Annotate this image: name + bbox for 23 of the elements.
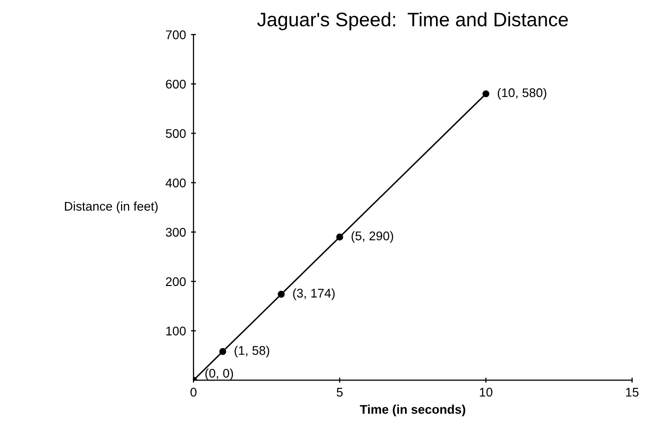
x-tick-label: 10 — [480, 388, 492, 397]
y-tick-label: 500 — [166, 129, 186, 138]
point — [482, 90, 490, 98]
chart-title: Jaguar's Speed: Time and Distance — [257, 12, 568, 30]
x-tick-label: 5 — [336, 388, 343, 397]
y-tick-label: 400 — [166, 178, 186, 188]
x-tick-label: 0 — [190, 388, 196, 397]
annotation: (5, 290) — [352, 231, 394, 243]
annotation: (10, 580) — [498, 88, 546, 100]
y-tick-label: 100 — [166, 326, 186, 336]
point — [278, 290, 285, 298]
annotation: (0, 0) — [205, 368, 234, 380]
point — [336, 234, 344, 240]
y-tick-label: 600 — [166, 80, 186, 89]
y-tick-label: 300 — [166, 228, 186, 237]
annotation: (3, 174) — [293, 288, 335, 300]
y-tick-label: 700 — [166, 30, 186, 40]
annotation: (1, 58) — [234, 346, 270, 358]
point — [219, 348, 226, 355]
x-tick-label: 15 — [626, 388, 639, 397]
y-tick-label: 200 — [166, 277, 186, 286]
x-axis-title: Time (in seconds) — [360, 404, 466, 416]
y-axis-title: Distance (in feet) — [64, 202, 158, 214]
